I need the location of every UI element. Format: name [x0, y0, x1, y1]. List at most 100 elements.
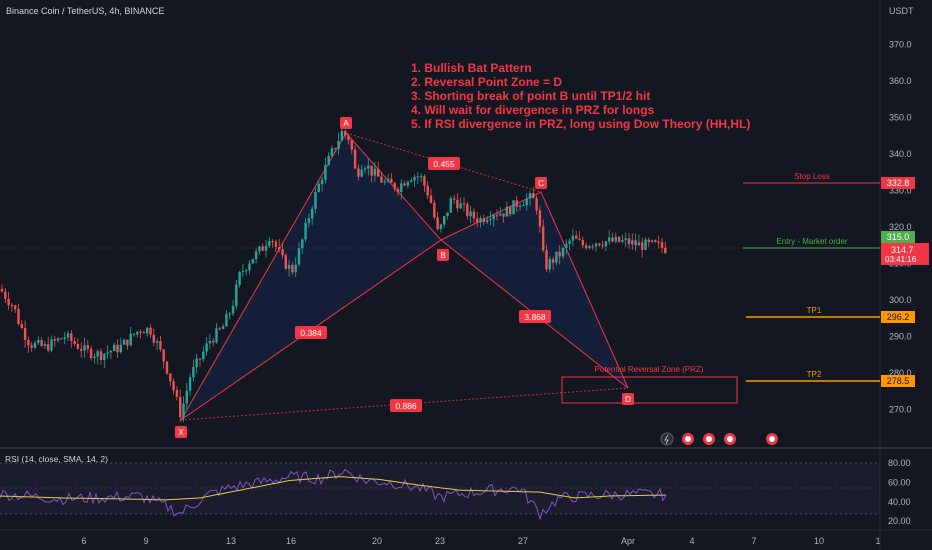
candle-body — [245, 270, 248, 272]
candle-body — [136, 331, 139, 335]
candle-body — [304, 223, 307, 240]
ratio-xad[interactable]: 0.886 — [390, 399, 422, 412]
candle-body — [106, 352, 109, 354]
time-tick-label: 13 — [226, 536, 236, 546]
price-tick-label: 340.0 — [889, 149, 912, 159]
rsi-tick-label: 80.00 — [888, 458, 911, 468]
price-tick-label: 360.0 — [889, 76, 912, 86]
price-tick-label: 280.0 — [889, 368, 912, 378]
candle-body — [353, 149, 357, 169]
candle-body — [80, 348, 83, 351]
candle-body — [297, 248, 301, 265]
candle-body — [76, 343, 80, 349]
ratio-abc[interactable]: 0.455 — [428, 157, 460, 170]
candle-body — [443, 216, 446, 225]
lightning-icon[interactable] — [660, 432, 674, 446]
rsi-band — [0, 463, 880, 514]
candle-body — [452, 198, 456, 200]
candle-body — [70, 333, 73, 342]
ratio-xab[interactable]: 0.384 — [295, 326, 327, 339]
event-icons[interactable] — [660, 432, 778, 446]
price-pane[interactable] — [0, 0, 880, 446]
time-axis[interactable]: 6 9 13 16 20 23 27 Apr 4 7 10 1 — [81, 536, 880, 546]
candle-body — [568, 240, 571, 244]
point-d[interactable]: D — [622, 393, 634, 405]
candle-body — [571, 235, 575, 241]
candle-body — [551, 259, 555, 263]
candle-body — [89, 348, 93, 359]
candle-body — [334, 148, 337, 150]
candle-body — [103, 353, 106, 361]
candle-body — [598, 243, 601, 246]
lightning-glyph — [664, 434, 669, 445]
price-tick-label: 320.0 — [889, 222, 912, 232]
candle-body — [221, 326, 225, 330]
candle-body — [601, 245, 604, 247]
candle-body — [149, 327, 152, 335]
candle-body — [202, 351, 205, 359]
candle-body — [383, 181, 386, 183]
candle-body — [410, 180, 413, 182]
candle-body — [251, 259, 254, 264]
prz-box[interactable] — [561, 376, 738, 404]
notes-block[interactable]: 1. Bullish Bat Pattern 2. Reversal Point… — [411, 61, 750, 131]
last-price-value: 314.7 — [891, 245, 914, 255]
candle-body — [40, 340, 43, 346]
candle-body — [60, 338, 63, 340]
candle-body — [515, 200, 518, 207]
candle-body — [139, 331, 142, 333]
candle-body — [561, 247, 565, 257]
candle-body — [485, 220, 489, 223]
candle-body — [327, 156, 330, 166]
candle-body — [466, 203, 469, 217]
candle-body — [555, 251, 558, 263]
candle-body — [122, 339, 126, 345]
time-tick-label: 20 — [372, 536, 382, 546]
time-tick-label: 27 — [518, 536, 528, 546]
candle-body — [489, 219, 492, 221]
candle-body — [205, 343, 208, 352]
time-tick-label: 10 — [814, 536, 824, 546]
candle-body — [664, 247, 667, 254]
flag-icon-2-inner — [706, 436, 712, 442]
time-tick-label: 16 — [286, 536, 296, 546]
candle-body — [271, 241, 274, 243]
candle-body — [545, 250, 548, 270]
candle-body — [396, 188, 400, 192]
candle-body — [307, 218, 311, 224]
point-b[interactable]: B — [437, 249, 449, 261]
price-tick-label: 270.0 — [889, 404, 912, 414]
candle-body — [413, 176, 416, 181]
price-axis[interactable]: 370.0360.0350.0340.0330.0320.0310.0300.0… — [889, 40, 912, 415]
candle-body — [614, 236, 617, 242]
time-tick-label: 23 — [435, 536, 445, 546]
candle-body — [363, 168, 367, 170]
ratio-bcd[interactable]: 3.868 — [519, 310, 551, 323]
note-3: 3. Shorting break of point B until TP1/2… — [411, 89, 650, 103]
entry-badge — [881, 231, 915, 243]
candle-body — [192, 366, 195, 378]
candle-body — [495, 215, 499, 217]
candle-body — [631, 240, 634, 245]
note-4: 4. Will wait for divergence in PRZ for l… — [411, 103, 655, 117]
candle-body — [27, 339, 30, 346]
candle-body — [565, 243, 568, 248]
candle-body — [509, 206, 512, 215]
candle-body — [357, 168, 360, 177]
price-tick-label: 300.0 — [889, 295, 912, 305]
candle-body — [281, 249, 284, 256]
candle-body — [175, 390, 179, 397]
candle-body — [47, 344, 50, 351]
candle-body — [212, 340, 215, 343]
time-tick-label: 9 — [143, 536, 148, 546]
point-x[interactable]: X — [175, 426, 187, 438]
candle-body — [301, 239, 304, 249]
point-c[interactable]: C — [535, 177, 547, 189]
ratio-xad-label: 0.886 — [395, 401, 417, 411]
candle-body — [294, 264, 297, 273]
rsi-tick-label: 60.00 — [888, 477, 911, 487]
candle-body — [542, 226, 545, 251]
candle-body — [499, 213, 502, 216]
point-a[interactable]: A — [340, 117, 352, 129]
